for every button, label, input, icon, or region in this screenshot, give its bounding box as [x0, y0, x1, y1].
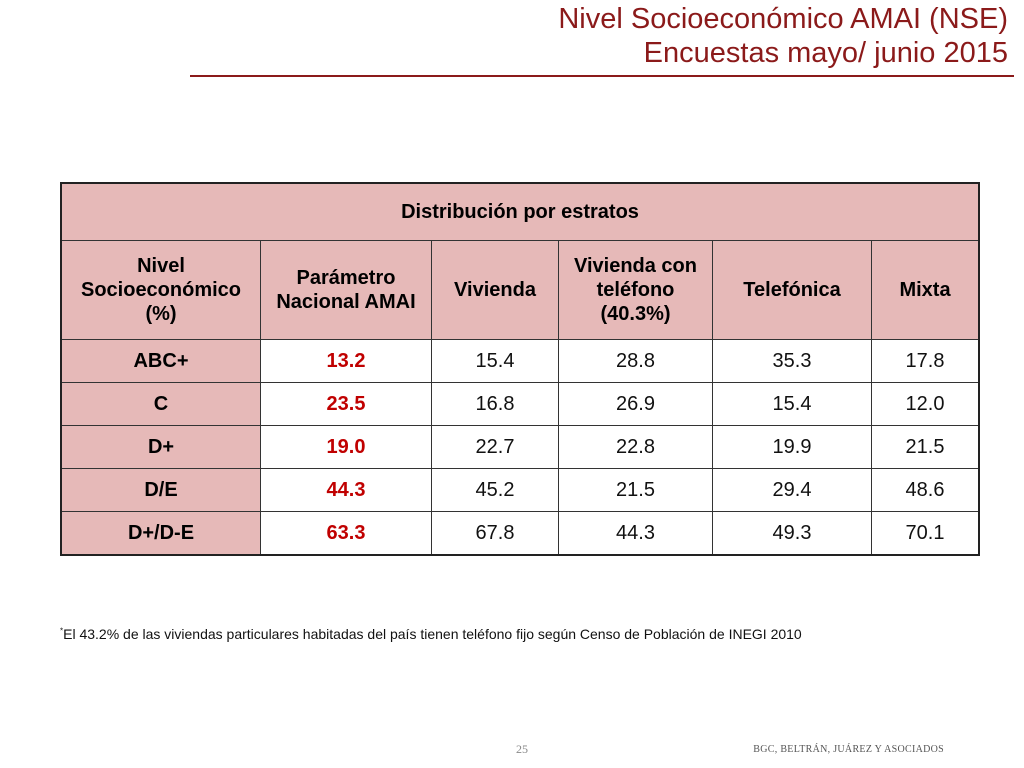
table-caption: Distribución por estratos — [60, 182, 980, 241]
cell-value: 70.1 — [871, 511, 980, 556]
header-mixta: Mixta — [871, 240, 980, 340]
cell-value: 29.4 — [712, 468, 872, 512]
header-telefonica: Telefónica — [712, 240, 872, 340]
cell-value: 26.9 — [558, 382, 713, 426]
cell-value: 17.8 — [871, 339, 980, 383]
header-vivienda: Vivienda — [431, 240, 559, 340]
title-line-1: Nivel Socioeconómico AMAI (NSE) — [558, 3, 1008, 35]
cell-value: 19.9 — [712, 425, 872, 469]
company-name: BGC, BELTRÁN, JUÁREZ Y ASOCIADOS — [753, 744, 944, 755]
row-label: C — [60, 382, 261, 426]
header-nivel-socioeconomico: Nivel Socioeconómico (%) — [60, 240, 261, 340]
distribution-table: Distribución por estratos Nivel Socioeco… — [60, 182, 980, 556]
title-line-2: Encuestas mayo/ junio 2015 — [643, 37, 1008, 69]
footnote: *El 43.2% de las viviendas particulares … — [60, 626, 802, 642]
title-underline — [190, 75, 1014, 77]
footnote-marker: * — [60, 626, 64, 636]
param-value: 63.3 — [260, 511, 432, 556]
row-label: ABC+ — [60, 339, 261, 383]
header-vivienda-telefono: Vivienda con teléfono (40.3%) — [558, 240, 713, 340]
param-value: 13.2 — [260, 339, 432, 383]
page-number: 25 — [516, 742, 528, 756]
cell-value: 45.2 — [431, 468, 559, 512]
cell-value: 49.3 — [712, 511, 872, 556]
cell-value: 15.4 — [712, 382, 872, 426]
cell-value: 21.5 — [558, 468, 713, 512]
header-parametro-nacional: Parámetro Nacional AMAI — [260, 240, 432, 340]
table-row: D/E 44.3 45.2 21.5 29.4 48.6 — [60, 468, 980, 512]
row-label: D+/D-E — [60, 511, 261, 556]
cell-value: 28.8 — [558, 339, 713, 383]
table-row: C 23.5 16.8 26.9 15.4 12.0 — [60, 382, 980, 426]
slide-title: Nivel Socioeconómico AMAI (NSE) Encuesta… — [558, 2, 1008, 70]
cell-value: 22.8 — [558, 425, 713, 469]
table-row: D+/D-E 63.3 67.8 44.3 49.3 70.1 — [60, 511, 980, 556]
param-value: 44.3 — [260, 468, 432, 512]
cell-value: 35.3 — [712, 339, 872, 383]
cell-value: 44.3 — [558, 511, 713, 556]
table-row: ABC+ 13.2 15.4 28.8 35.3 17.8 — [60, 339, 980, 383]
row-label: D+ — [60, 425, 261, 469]
cell-value: 48.6 — [871, 468, 980, 512]
cell-value: 67.8 — [431, 511, 559, 556]
cell-value: 12.0 — [871, 382, 980, 426]
row-label: D/E — [60, 468, 261, 512]
cell-value: 15.4 — [431, 339, 559, 383]
table-row: D+ 19.0 22.7 22.8 19.9 21.5 — [60, 425, 980, 469]
footnote-text: El 43.2% de las viviendas particulares h… — [63, 626, 802, 642]
cell-value: 16.8 — [431, 382, 559, 426]
cell-value: 22.7 — [431, 425, 559, 469]
param-value: 23.5 — [260, 382, 432, 426]
cell-value: 21.5 — [871, 425, 980, 469]
param-value: 19.0 — [260, 425, 432, 469]
